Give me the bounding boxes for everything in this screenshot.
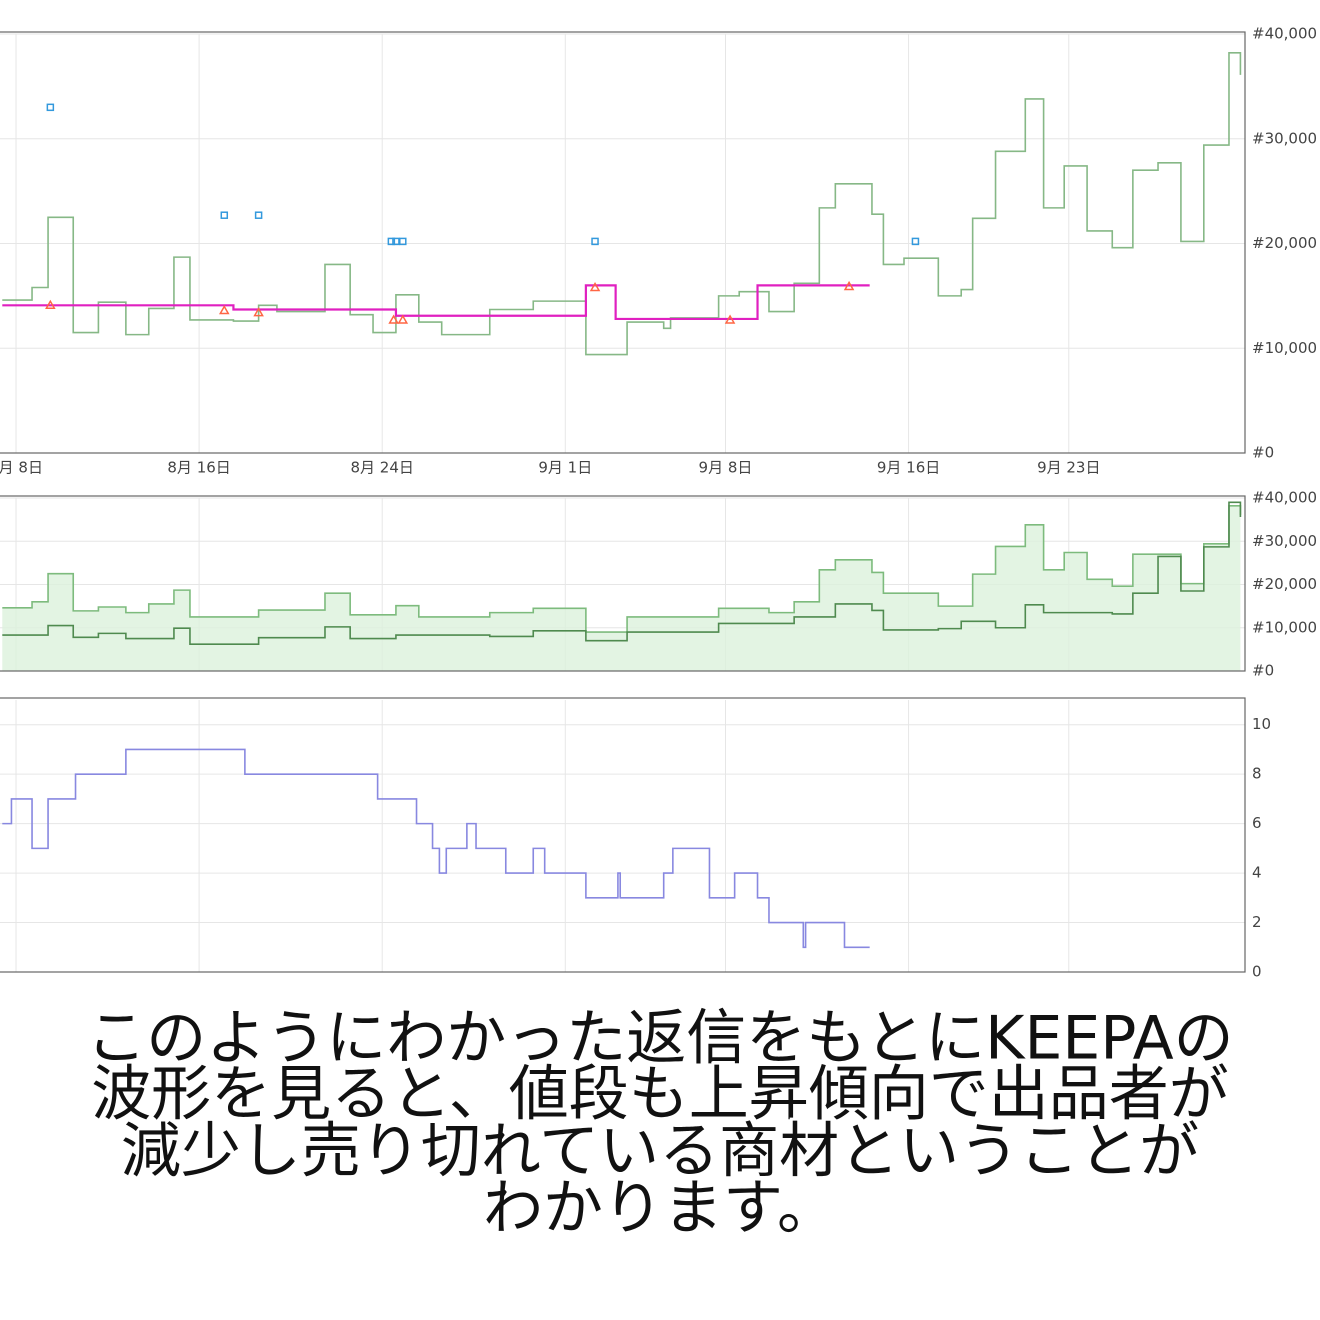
- y-tick-label: 6: [1252, 814, 1262, 832]
- marker: [387, 237, 396, 246]
- caption-line: 減少し売り切れている商材ということが: [121, 1117, 1199, 1187]
- y-tick-label: #20,000: [1252, 575, 1317, 593]
- x-tick-label: 9月 1日: [538, 459, 592, 477]
- y-tick-label: #30,000: [1252, 129, 1317, 147]
- marker: [45, 299, 56, 310]
- x-tick-label: 8月 16日: [167, 459, 230, 477]
- y-tick-label: #10,000: [1252, 339, 1317, 357]
- y-tick-label: #0: [1252, 444, 1274, 462]
- x-tick-label: 9月 23日: [1037, 459, 1100, 477]
- y-tick-label: 8: [1252, 765, 1262, 783]
- marker: [591, 237, 599, 246]
- caption-line: 波形を見ると、値段も上昇傾向で出品者が: [91, 1060, 1229, 1130]
- marker: [392, 237, 400, 246]
- x-tick-label: 9月 16日: [877, 459, 940, 477]
- y-tick-label: #40,000: [1252, 25, 1317, 43]
- marker: [218, 305, 230, 315]
- marker: [843, 280, 855, 291]
- y-tick-label: #30,000: [1252, 532, 1317, 550]
- step-line: [2, 504, 1242, 633]
- caption-line: わかります。: [483, 1174, 837, 1244]
- x-tick-label: 8月 8日: [0, 459, 43, 477]
- marker: [397, 314, 409, 324]
- marker: [220, 211, 229, 219]
- x-tick-label: 9月 8日: [699, 459, 753, 477]
- marker: [253, 307, 264, 317]
- marker: [724, 314, 736, 324]
- y-tick-label: 10: [1252, 715, 1271, 733]
- marker: [388, 314, 399, 324]
- y-tick-label: #10,000: [1252, 618, 1317, 636]
- marker: [46, 103, 55, 112]
- y-tick-label: 2: [1252, 913, 1262, 931]
- plot-frame: [0, 31, 1246, 454]
- y-tick-label: 4: [1252, 864, 1262, 882]
- y-tick-label: #0: [1252, 662, 1274, 680]
- marker: [254, 211, 263, 219]
- caption-line: このようにわかった返信をもとにKEEPAの: [86, 1004, 1233, 1074]
- x-tick-label: 8月 24日: [350, 459, 413, 477]
- y-tick-label: #40,000: [1252, 489, 1317, 507]
- plot-frame: [0, 495, 1246, 672]
- plot-frame: [0, 697, 1246, 973]
- marker: [399, 237, 407, 246]
- marker: [911, 237, 920, 246]
- step-line: [2, 501, 1242, 645]
- y-tick-label: 0: [1252, 963, 1262, 981]
- marker: [589, 281, 601, 292]
- y-tick-label: #20,000: [1252, 234, 1317, 252]
